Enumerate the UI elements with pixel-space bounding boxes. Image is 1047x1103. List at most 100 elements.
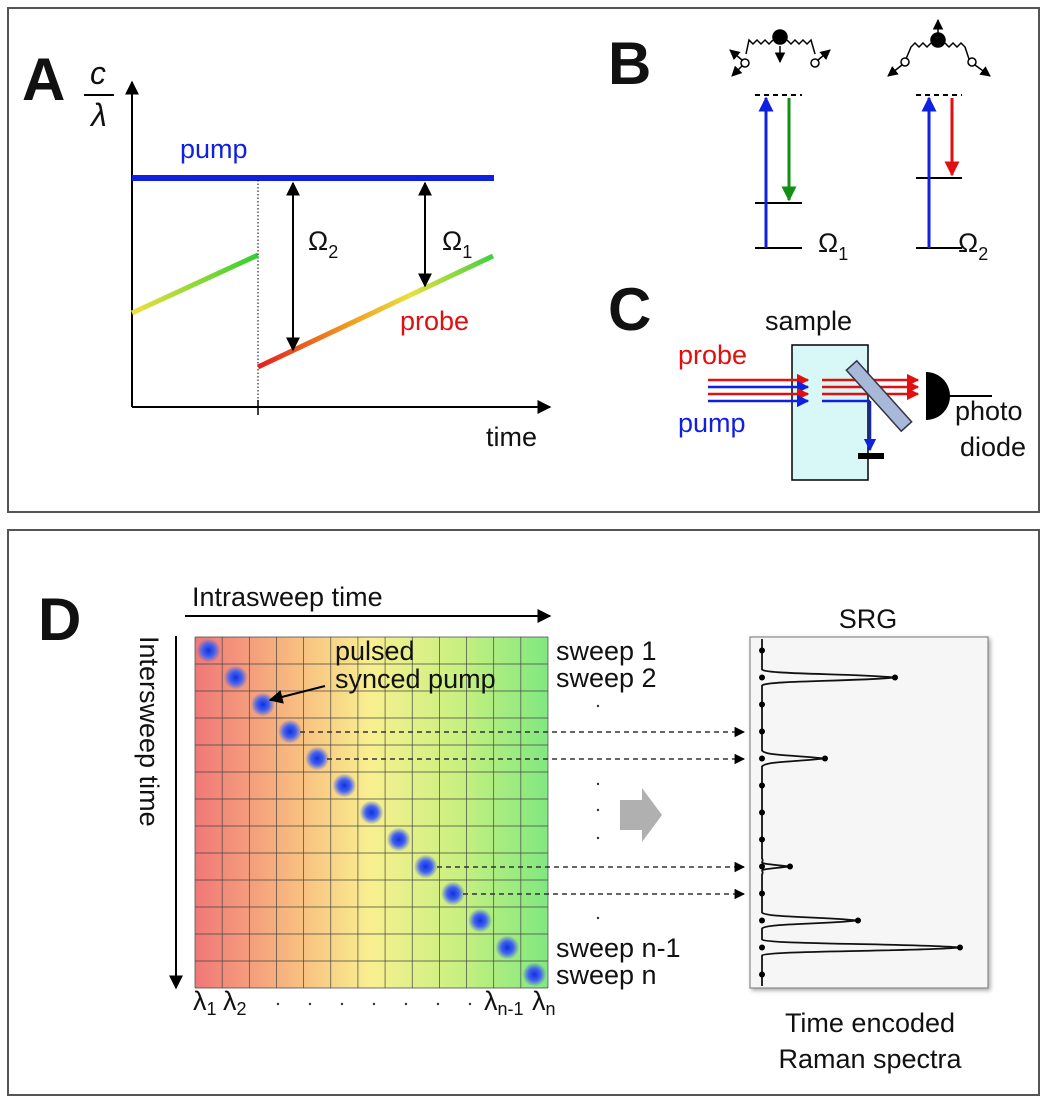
beam-block [858, 453, 884, 459]
x-label: time [486, 422, 537, 452]
y-label-numerator: c [90, 55, 106, 91]
pump-pulse [305, 746, 330, 771]
symbol: λ [223, 986, 237, 1016]
spectrum-point [855, 917, 861, 924]
pump-pulse [223, 665, 248, 690]
symbol: Ω [308, 226, 328, 256]
pump-pulse [278, 719, 303, 744]
wavelength-label: λn-1 [484, 986, 524, 1019]
spectrum-point [759, 728, 765, 735]
spectrum-trace [761, 639, 961, 986]
caption: Time encoded [785, 1008, 955, 1038]
process-arrow [620, 788, 662, 842]
spectrum-point [759, 944, 765, 951]
annotation: pulsed [335, 636, 415, 666]
spectrum-point [759, 809, 765, 816]
pump-pulse [196, 638, 221, 663]
pump-pulse [332, 773, 357, 798]
spectrum-point [759, 701, 765, 708]
probe-label: probe [678, 340, 747, 370]
mapping-arrows [300, 726, 746, 900]
y-label-denominator: λ [89, 97, 107, 133]
detector-label: photo [955, 396, 1023, 426]
subscript: 2 [328, 242, 338, 262]
caption: Raman spectra [778, 1044, 962, 1074]
wavelength-label: λ2 [223, 986, 247, 1019]
spectrum-point [759, 647, 765, 654]
pump-pulse [386, 827, 411, 852]
spectrum-points [759, 647, 963, 978]
spectrum-title: SRG [839, 604, 898, 634]
symbol: Ω [958, 228, 978, 258]
spectrum-point [759, 917, 765, 924]
spectrum-point [957, 944, 963, 951]
annotation-arrow [268, 685, 326, 704]
pump-pulse [250, 692, 275, 717]
subscript: 2 [978, 244, 988, 264]
spectrum-point [759, 863, 765, 870]
spectrum-point [892, 674, 898, 681]
omega-label: Ω1 [442, 226, 472, 262]
panel-letter: B [608, 30, 651, 97]
omega-label: Ω2 [958, 228, 988, 264]
probe-sweep [130, 252, 260, 316]
pump-pulse [413, 854, 438, 879]
x-axis-label: Intrasweep time [192, 582, 383, 612]
symbol: λ [484, 986, 498, 1016]
spectrum-box [749, 636, 989, 989]
subscript: 2 [237, 999, 247, 1019]
panel-frame [7, 529, 1040, 1096]
pump-label: pump [180, 134, 248, 164]
photodiode [926, 372, 950, 420]
panel-letter: C [608, 276, 651, 343]
pump-label: pump [678, 408, 746, 438]
annotation: synced pump [335, 664, 496, 694]
wavelength-label: λ1 [193, 986, 217, 1019]
molecule [729, 18, 991, 77]
energy-levels [755, 94, 962, 249]
symbol: λ [532, 986, 546, 1016]
pump-pulse [495, 935, 520, 960]
panel-letter: D [38, 586, 81, 653]
subscript: 1 [838, 244, 848, 264]
grid-lines [194, 636, 549, 989]
sweep-label: sweep 1 [556, 636, 657, 666]
sweep-label: sweep n-1 [556, 933, 681, 963]
spectrum-point [759, 971, 765, 978]
subscript: n [546, 999, 556, 1019]
symbol: Ω [818, 228, 838, 258]
sample-label: sample [765, 306, 852, 336]
pump-pulse [522, 962, 547, 987]
panel-letter: A [22, 46, 65, 113]
ellipsis [276, 704, 600, 1006]
panel-frame [7, 7, 1040, 513]
subscript: 1 [462, 242, 472, 262]
sweep-label: sweep 2 [556, 663, 657, 693]
spectrum-point [759, 890, 765, 897]
pump-pulse [440, 881, 465, 906]
symbol: Ω [442, 226, 462, 256]
y-axis-label: Intersweep time [134, 636, 164, 827]
spectrum-point [759, 782, 765, 789]
sweep-label: sweep n [556, 960, 657, 990]
spectrum-point [759, 836, 765, 843]
wavelength-label: λn [532, 986, 556, 1019]
spectrum-point [822, 755, 828, 762]
pump-pulses [196, 638, 547, 987]
omega-label: Ω2 [308, 226, 338, 262]
spectrum-point [787, 863, 793, 870]
spectrum-point [759, 755, 765, 762]
probe-label: probe [400, 306, 469, 336]
subscript: n-1 [498, 999, 524, 1019]
pump-pulse [468, 908, 493, 933]
pump-pulse [359, 800, 384, 825]
omega-label: Ω1 [818, 228, 848, 264]
dichroic-mirror [845, 359, 913, 433]
spectrum-point [759, 674, 765, 681]
detector-label: diode [960, 432, 1026, 462]
subscript: 1 [207, 999, 217, 1019]
symbol: λ [193, 986, 207, 1016]
